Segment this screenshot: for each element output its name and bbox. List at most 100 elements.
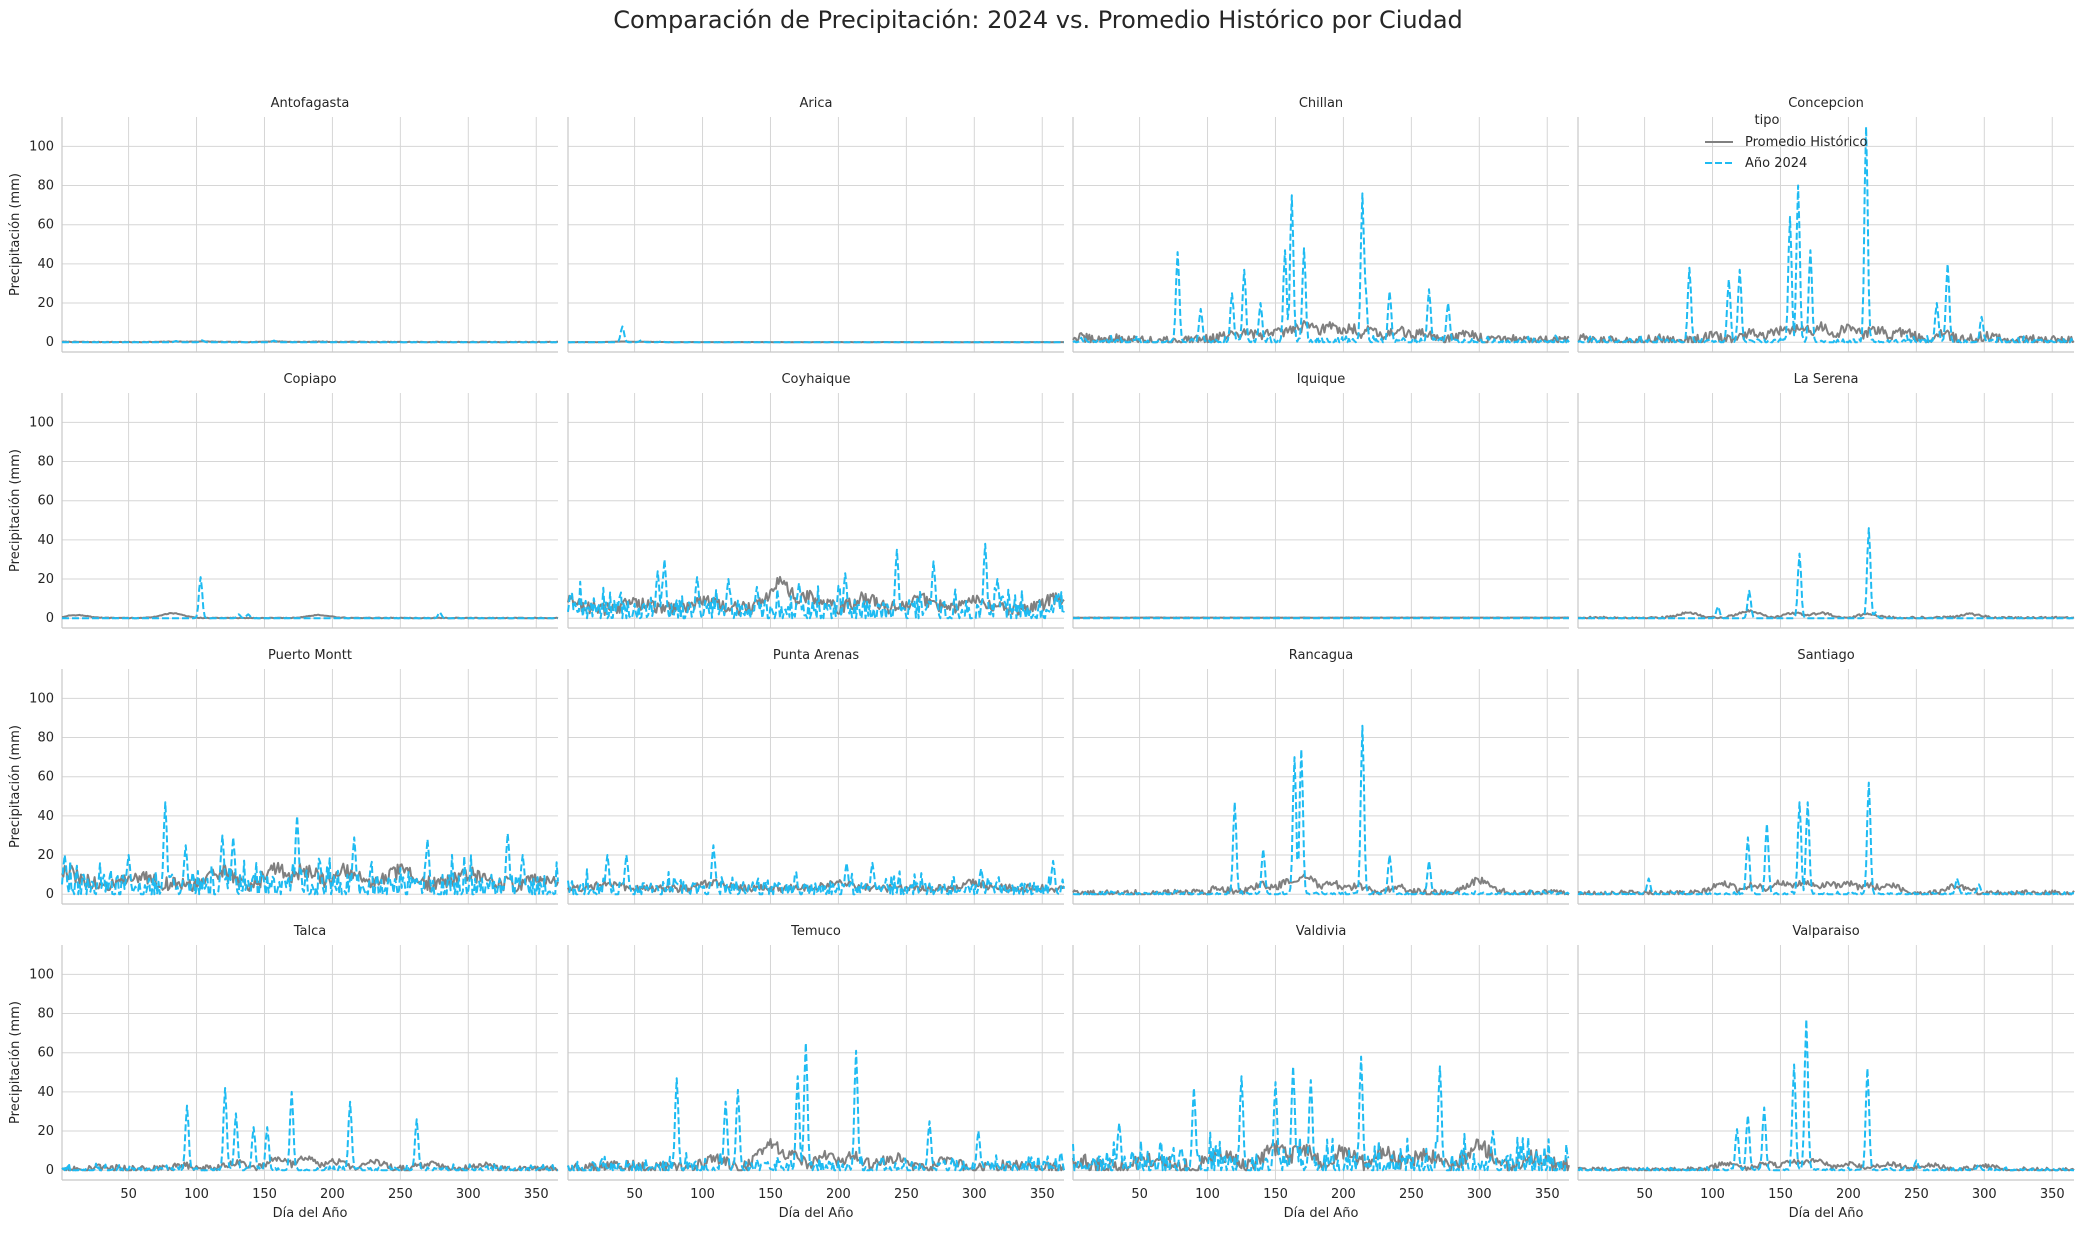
series-2024-line	[1072, 724, 1570, 896]
x-tick-label: 50	[120, 1187, 137, 1202]
y-tick-label: 40	[37, 533, 54, 548]
panel-title: Concepcion	[1788, 96, 1864, 111]
panel-title: Temuco	[790, 924, 841, 939]
x-tick-label: 100	[1700, 1187, 1725, 1202]
x-tick-label: 350	[1030, 1187, 1055, 1202]
panel-title: Coyhaique	[781, 372, 850, 387]
y-tick-label: 80	[37, 179, 54, 194]
series-2024-line	[1577, 1018, 2074, 1172]
panel-title: Valparaiso	[1792, 924, 1859, 939]
panel-title: Rancagua	[1289, 648, 1354, 663]
legend-label: Año 2024	[1745, 156, 1807, 171]
panel-title: Antofagasta	[271, 96, 350, 111]
y-tick-label: 100	[29, 691, 54, 706]
y-tick-label: 0	[46, 335, 54, 350]
panel-iquique: Iquique	[1072, 372, 1570, 629]
panel-la-serena: La Serena	[1577, 372, 2075, 629]
x-axis-label: Día del Año	[1789, 1206, 1864, 1221]
panel-talca: Talca 0 20 40 60 80 100 Precipitación (mm) 50 100…	[8, 924, 559, 1221]
x-tick-label: 50	[1636, 1187, 1653, 1202]
y-tick-label: 40	[37, 1085, 54, 1100]
series-historic-line	[1577, 1158, 2075, 1172]
panel-title: Arica	[800, 96, 833, 111]
y-axis-label: Precipitación (mm)	[8, 1001, 23, 1124]
x-tick-label: 100	[690, 1187, 715, 1202]
legend: tipo Promedio Histórico Año 2024	[1705, 113, 1868, 171]
y-tick-label: 0	[46, 887, 54, 902]
panel-coyhaique: Coyhaique	[567, 372, 1065, 629]
panel-title: La Serena	[1794, 372, 1859, 387]
x-tick-label: 150	[252, 1187, 277, 1202]
x-tick-label: 50	[626, 1187, 643, 1202]
x-axis-label: Día del Año	[779, 1206, 854, 1221]
panel-antofagasta: Antofagasta 0 20 40 60 80 100 Precipitación (mm…	[8, 96, 558, 353]
y-tick-label: 80	[37, 1007, 54, 1022]
series-historic-line	[61, 1155, 559, 1172]
series-2024-line	[61, 801, 559, 896]
panel-santiago: Santiago	[1577, 648, 2075, 905]
legend-title: tipo	[1755, 113, 1780, 128]
panel-concepcion: Concepcion	[1577, 96, 2075, 353]
y-tick-label: 40	[37, 257, 54, 272]
y-tick-label: 100	[29, 415, 54, 430]
series-2024-line	[62, 339, 558, 344]
x-axis-label: Día del Año	[1284, 1206, 1359, 1221]
panel-title: Punta Arenas	[773, 648, 859, 663]
y-tick-label: 100	[29, 139, 54, 154]
y-tick-label: 60	[37, 770, 54, 785]
series-historic-line	[61, 861, 559, 893]
panel-title: Chillan	[1299, 96, 1343, 111]
y-tick-label: 100	[29, 967, 54, 982]
x-tick-label: 300	[1972, 1187, 1997, 1202]
x-tick-label: 100	[1195, 1187, 1220, 1202]
y-axis-label: Precipitación (mm)	[8, 449, 23, 572]
x-tick-label: 50	[1131, 1187, 1148, 1202]
series-historic-line	[567, 1138, 1065, 1172]
x-tick-label: 350	[2040, 1187, 2065, 1202]
series-historic-line	[1072, 1138, 1570, 1172]
legend-label: Promedio Histórico	[1745, 135, 1868, 150]
series-2024-line	[1072, 192, 1570, 344]
y-tick-label: 20	[37, 848, 54, 863]
panel-title: Santiago	[1797, 648, 1854, 663]
x-tick-label: 250	[1904, 1187, 1929, 1202]
y-tick-label: 20	[37, 296, 54, 311]
y-tick-label: 20	[37, 1124, 54, 1139]
panel-title: Iquique	[1297, 372, 1345, 387]
x-tick-label: 150	[1263, 1187, 1288, 1202]
y-axis-label: Precipitación (mm)	[8, 725, 23, 848]
x-tick-label: 350	[1535, 1187, 1560, 1202]
x-tick-label: 350	[524, 1187, 549, 1202]
x-tick-label: 300	[456, 1187, 481, 1202]
y-tick-label: 80	[37, 731, 54, 746]
panel-title: Talca	[293, 924, 326, 939]
x-tick-label: 150	[1768, 1187, 1793, 1202]
panel-valdivia: Valdivia 50 100 150 200 250 300 350 Día del Año	[1072, 924, 1570, 1221]
y-tick-label: 20	[37, 572, 54, 587]
y-tick-label: 80	[37, 455, 54, 470]
panel-copiapo: Copiapo 0 20 40 60 80 100 Precipitación (mm)	[8, 372, 559, 629]
y-tick-label: 60	[37, 494, 54, 509]
y-tick-label: 40	[37, 809, 54, 824]
x-axis-label: Día del Año	[273, 1206, 348, 1221]
panel-chillan: Chillan	[1072, 96, 1570, 353]
panel-title: Puerto Montt	[268, 648, 352, 663]
x-tick-label: 300	[962, 1187, 987, 1202]
series-2024-line	[61, 1087, 558, 1172]
series-2024-line	[567, 844, 1065, 896]
panel-arica: Arica	[567, 96, 1064, 353]
y-tick-label: 0	[46, 611, 54, 626]
series-historic-line	[1578, 608, 2075, 620]
y-axis-label: Precipitación (mm)	[8, 173, 23, 296]
x-tick-label: 250	[388, 1187, 413, 1202]
series-2024-line	[62, 576, 558, 620]
series-historic-line	[1577, 879, 2075, 896]
panel-punta-arenas: Punta Arenas	[567, 648, 1065, 905]
x-tick-label: 200	[1331, 1187, 1356, 1202]
x-tick-label: 150	[758, 1187, 783, 1202]
series-2024-line	[567, 1041, 1065, 1172]
panel-title: Copiapo	[283, 372, 336, 387]
x-tick-label: 300	[1467, 1187, 1492, 1202]
panel-puerto-montt: Puerto Montt 0 20 40 60 80 100 Precipitación (m…	[8, 648, 559, 905]
